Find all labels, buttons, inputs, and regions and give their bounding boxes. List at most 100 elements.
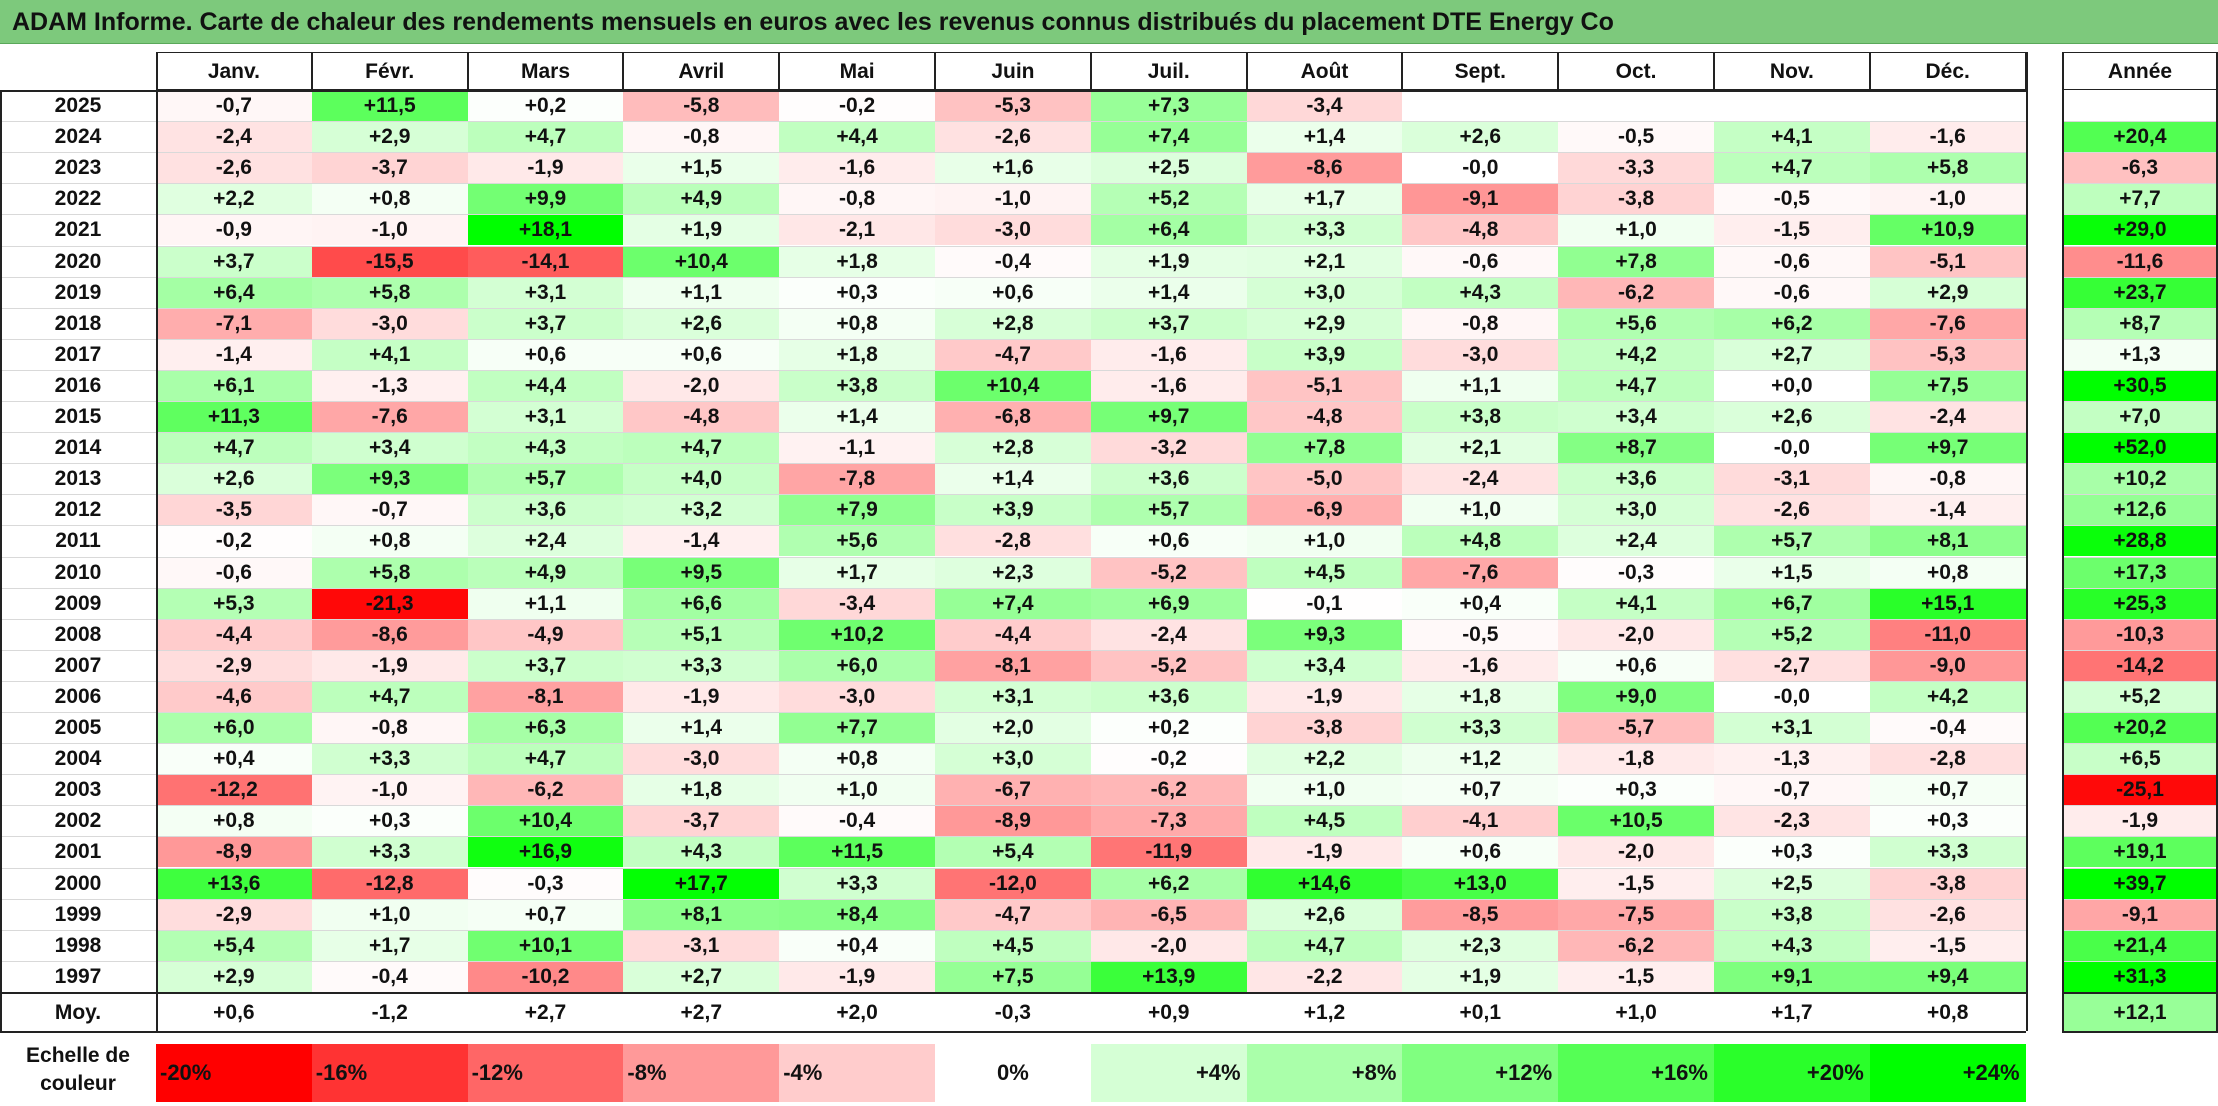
heatmap-cell: -0,6 xyxy=(156,556,312,588)
year-label: 2023 xyxy=(54,156,102,180)
heatmap-cell: +2,9 xyxy=(1869,276,2026,308)
heatmap-cell: -0,7 xyxy=(1714,774,1870,806)
heatmap-cell: +6,4 xyxy=(156,276,312,308)
heatmap-cell: +3,6 xyxy=(1090,680,1247,712)
grid-line xyxy=(0,307,2026,309)
grid-line xyxy=(2062,121,2218,123)
heatmap-cell: -1,6 xyxy=(1869,121,2026,153)
heatmap-cell: +4,7 xyxy=(467,743,624,775)
heatmap-cell: -2,1 xyxy=(779,214,935,246)
heatmap-cell: +6,2 xyxy=(1090,867,1247,899)
heatmap-cell: -7,6 xyxy=(1402,556,1559,588)
heatmap-cell: +2,2 xyxy=(1246,743,1403,775)
heatmap-cell: -7,3 xyxy=(1090,805,1247,837)
average-cell: +0,6 xyxy=(156,993,312,1031)
grid-line xyxy=(0,121,2026,123)
heatmap-cell: +16,9 xyxy=(467,836,624,868)
heatmap-cell: -3,4 xyxy=(779,587,935,619)
heatmap-cell: -1,6 xyxy=(1090,338,1247,370)
grid-line xyxy=(0,90,2026,92)
heatmap-cell: -9,0 xyxy=(1869,649,2026,681)
heatmap-cell: +1,5 xyxy=(1714,556,1870,588)
heatmap-cell: +3,8 xyxy=(779,369,935,401)
heatmap-cell: +4,9 xyxy=(467,556,624,588)
month-header: Août xyxy=(1246,52,1403,90)
annual-cell: +12,6 xyxy=(2062,494,2218,526)
heatmap-cell: +6,0 xyxy=(156,712,312,744)
month-header: Mai xyxy=(779,52,935,90)
year-label: 2002 xyxy=(54,809,102,833)
heatmap-cell: -0,2 xyxy=(779,90,935,122)
annual-cell: -1,9 xyxy=(2062,805,2218,837)
heatmap-cell: -3,3 xyxy=(1558,152,1714,184)
heatmap-cell: +3,7 xyxy=(1090,307,1247,339)
heatmap-cell: +1,4 xyxy=(1246,121,1403,153)
annual-cell: -11,6 xyxy=(2062,245,2218,277)
heatmap-cell: -0,7 xyxy=(311,494,468,526)
grid-line xyxy=(0,369,2026,371)
heatmap-cell: +7,8 xyxy=(1246,432,1403,464)
heatmap-cell: -9,1 xyxy=(1402,183,1559,215)
grid-line xyxy=(0,1030,2026,1033)
heatmap-cell: +1,8 xyxy=(1402,680,1559,712)
year-label: 2009 xyxy=(54,591,102,615)
heatmap-cell: -2,0 xyxy=(1558,836,1714,868)
heatmap-cell: +3,2 xyxy=(623,494,780,526)
heatmap-cell: -1,9 xyxy=(623,680,780,712)
annual-cell: -10,3 xyxy=(2062,618,2218,650)
heatmap-cell: -0,4 xyxy=(779,805,935,837)
heatmap-cell: -2,4 xyxy=(1402,463,1559,495)
heatmap-cell: -0,5 xyxy=(1402,618,1559,650)
heatmap-cell: -2,7 xyxy=(1714,649,1870,681)
heatmap-cell: -15,5 xyxy=(311,245,468,277)
heatmap-cell xyxy=(1558,90,1714,122)
heatmap-cell: -3,0 xyxy=(311,307,468,339)
grid-line xyxy=(0,898,2026,900)
heatmap-cell: +2,1 xyxy=(1246,245,1403,277)
year-label: 2021 xyxy=(54,218,102,242)
heatmap-cell: -1,4 xyxy=(1869,494,2026,526)
heatmap-cell: +14,6 xyxy=(1246,867,1403,899)
heatmap-cell: +3,0 xyxy=(1246,276,1403,308)
heatmap-cell: +5,4 xyxy=(156,929,312,961)
heatmap-cell: +4,3 xyxy=(1714,929,1870,961)
annual-cell: +23,7 xyxy=(2062,276,2218,308)
grid-line xyxy=(2062,805,2218,807)
heatmap-cell: -3,0 xyxy=(779,680,935,712)
heatmap-cell: -0,5 xyxy=(1714,183,1870,215)
heatmap-cell: +1,6 xyxy=(935,152,1091,184)
scale-step: -12% xyxy=(467,1044,624,1102)
heatmap-cell: +10,9 xyxy=(1869,214,2026,246)
heatmap-cell: -0,8 xyxy=(779,183,935,215)
heatmap-cell: +5,7 xyxy=(1714,525,1870,557)
heatmap-cell: -0,2 xyxy=(1090,743,1247,775)
annual-cell: +29,0 xyxy=(2062,214,2218,246)
heatmap-cell: -2,6 xyxy=(935,121,1091,153)
heatmap-cell: +0,7 xyxy=(467,898,624,930)
heatmap-cell: -5,7 xyxy=(1558,712,1714,744)
grid-line xyxy=(2062,929,2218,931)
heatmap-cell: -1,3 xyxy=(311,369,468,401)
heatmap-cell: +3,7 xyxy=(156,245,312,277)
average-cell: +1,0 xyxy=(1558,993,1714,1031)
heatmap-cell: -3,5 xyxy=(156,494,312,526)
heatmap-cell: +5,8 xyxy=(311,556,468,588)
grid-line xyxy=(2062,960,2218,962)
heatmap-cell: +2,6 xyxy=(1714,401,1870,433)
heatmap-cell: -8,1 xyxy=(467,680,624,712)
heatmap-cell: +10,4 xyxy=(623,245,780,277)
heatmap-cell: +11,5 xyxy=(779,836,935,868)
grid-line xyxy=(0,276,2026,278)
annual-cell: +10,2 xyxy=(2062,463,2218,495)
annual-cell: +25,3 xyxy=(2062,587,2218,619)
grid-line xyxy=(0,214,2026,216)
heatmap-cell: +6,1 xyxy=(156,369,312,401)
heatmap-cell: +4,7 xyxy=(623,432,780,464)
annual-cell: +20,4 xyxy=(2062,121,2218,153)
year-label: 2014 xyxy=(54,436,102,460)
heatmap-cell: -4,7 xyxy=(935,898,1091,930)
year-label: 2011 xyxy=(55,529,101,553)
heatmap-cell: -2,4 xyxy=(156,121,312,153)
heatmap-cell: -6,8 xyxy=(935,401,1091,433)
grid-line xyxy=(2062,618,2218,620)
